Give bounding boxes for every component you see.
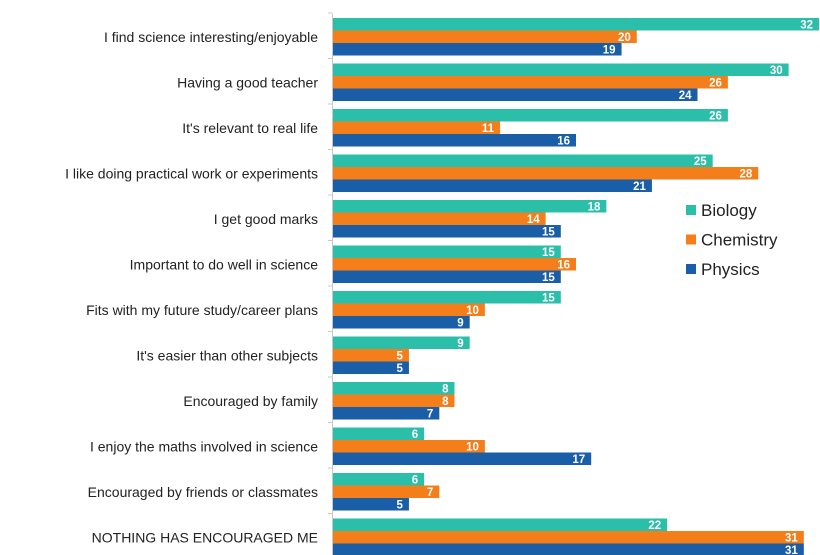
category-label: NOTHING HAS ENCOURAGED ME <box>92 529 318 545</box>
category-label: It's relevant to real life <box>182 120 318 136</box>
data-label-biology: 15 <box>542 247 555 259</box>
bar-chemistry-cat-9 <box>333 440 485 453</box>
category-label: Encouraged by family <box>183 393 318 409</box>
data-label-chemistry: 11 <box>482 123 495 135</box>
category-label: I find science interesting/enjoyable <box>104 29 318 45</box>
bar-biology-cat-5 <box>333 245 561 258</box>
bar-chemistry-cat-6 <box>333 303 485 316</box>
bar-biology-cat-4 <box>333 200 607 213</box>
data-label-biology: 30 <box>770 65 783 77</box>
data-label-biology: 6 <box>412 475 418 487</box>
data-label-physics: 17 <box>572 454 585 466</box>
bar-biology-cat-1 <box>333 63 789 76</box>
data-label-physics: 19 <box>603 45 616 57</box>
data-label-physics: 15 <box>542 272 555 284</box>
data-label-physics: 21 <box>633 181 646 193</box>
bar-biology-cat-8 <box>333 382 455 395</box>
data-label-physics: 5 <box>397 363 404 375</box>
bar-chemistry-cat-2 <box>333 121 501 134</box>
bar-physics-cat-3 <box>333 179 652 192</box>
data-label-chemistry: 10 <box>466 442 479 454</box>
data-label-chemistry: 7 <box>427 487 433 499</box>
legend-swatch-physics <box>686 264 696 274</box>
data-label-biology: 15 <box>542 293 555 305</box>
bar-chemistry-cat-5 <box>333 258 576 271</box>
bar-physics-cat-5 <box>333 270 561 283</box>
legend-label-biology: Biology <box>701 201 757 220</box>
bar-chemistry-cat-0 <box>333 30 637 43</box>
data-label-chemistry: 28 <box>739 169 752 181</box>
data-label-chemistry: 20 <box>618 32 631 44</box>
bar-physics-cat-2 <box>333 134 576 147</box>
data-label-biology: 6 <box>412 429 418 441</box>
category-label: Fits with my future study/career plans <box>86 302 318 318</box>
data-label-biology: 22 <box>648 520 661 532</box>
bar-biology-cat-7 <box>333 336 470 349</box>
category-label: Encouraged by friends or classmates <box>88 484 318 500</box>
data-label-chemistry: 5 <box>397 351 404 363</box>
data-label-biology: 26 <box>709 111 722 123</box>
bar-chemistry-cat-4 <box>333 212 546 225</box>
data-label-biology: 9 <box>457 338 463 350</box>
bar-chemistry-cat-11 <box>333 531 804 544</box>
data-label-biology: 25 <box>694 156 707 168</box>
category-label: It's easier than other subjects <box>136 347 318 363</box>
category-label: Important to do well in science <box>130 256 319 272</box>
bar-biology-cat-2 <box>333 109 728 122</box>
bar-physics-cat-6 <box>333 316 470 329</box>
category-label: I like doing practical work or experimen… <box>65 165 318 181</box>
bar-biology-cat-9 <box>333 427 425 440</box>
data-label-biology: 8 <box>442 384 449 396</box>
data-label-chemistry: 26 <box>709 78 722 90</box>
legend-label-physics: Physics <box>701 260 760 279</box>
bar-biology-cat-10 <box>333 473 425 486</box>
data-label-chemistry: 14 <box>527 214 540 226</box>
bar-biology-cat-3 <box>333 154 713 167</box>
data-label-physics: 16 <box>557 136 570 148</box>
bar-physics-cat-9 <box>333 452 592 465</box>
data-label-physics: 7 <box>427 409 433 421</box>
bar-chemistry-cat-8 <box>333 394 455 407</box>
category-label: I enjoy the maths involved in science <box>90 438 318 454</box>
data-label-chemistry: 16 <box>557 260 570 272</box>
data-label-biology: 18 <box>588 202 601 214</box>
category-label: I get good marks <box>214 211 318 227</box>
data-label-chemistry: 8 <box>442 396 449 408</box>
legend-label-chemistry: Chemistry <box>701 231 778 250</box>
bar-biology-cat-0 <box>333 18 819 31</box>
data-label-biology: 32 <box>800 20 813 32</box>
data-label-physics: 9 <box>457 318 463 330</box>
data-label-physics: 15 <box>542 227 555 239</box>
bar-physics-cat-10 <box>333 498 409 511</box>
category-label: Having a good teacher <box>177 74 318 90</box>
bar-biology-cat-6 <box>333 291 561 304</box>
data-label-physics: 31 <box>785 545 798 555</box>
data-label-physics: 24 <box>679 90 692 102</box>
bar-physics-cat-7 <box>333 361 409 374</box>
bar-physics-cat-11 <box>333 543 804 555</box>
bar-chemistry-cat-7 <box>333 349 409 362</box>
data-label-chemistry: 31 <box>785 533 798 545</box>
bar-physics-cat-0 <box>333 43 622 56</box>
legend-swatch-chemistry <box>686 234 696 245</box>
bar-chemistry-cat-1 <box>333 76 728 89</box>
bar-chemistry-cat-3 <box>333 167 759 180</box>
bar-physics-cat-8 <box>333 407 440 420</box>
data-label-chemistry: 10 <box>466 305 479 317</box>
bar-physics-cat-1 <box>333 88 698 101</box>
bar-biology-cat-11 <box>333 518 668 531</box>
legend-swatch-biology <box>686 205 696 215</box>
bar-physics-cat-4 <box>333 225 561 238</box>
data-label-physics: 5 <box>397 500 404 512</box>
bar-chemistry-cat-10 <box>333 485 440 498</box>
